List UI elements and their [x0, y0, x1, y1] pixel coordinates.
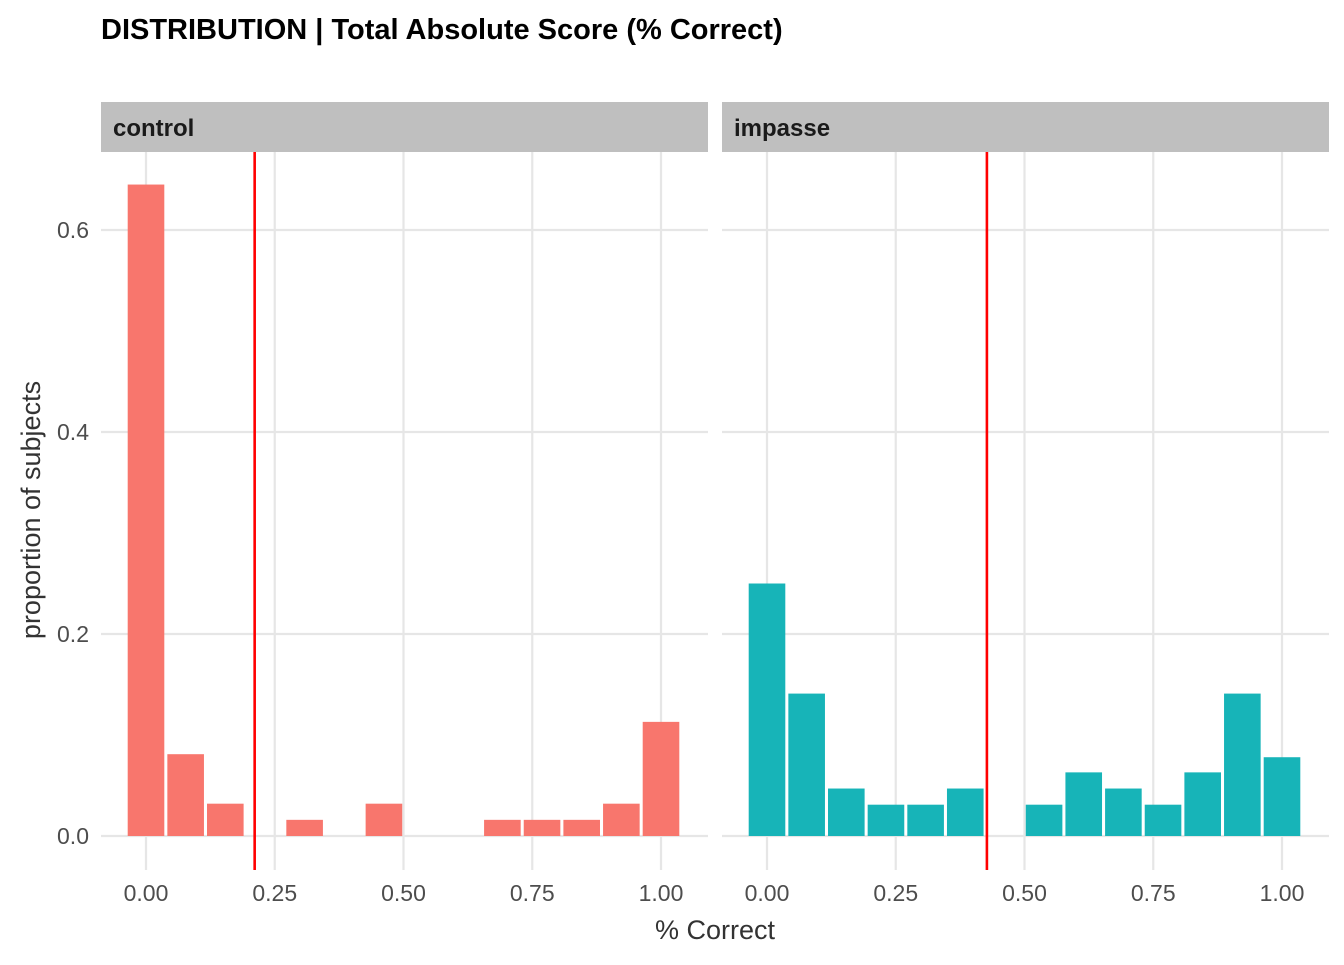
bar-impasse-4 [907, 804, 944, 836]
x-tick-label: 1.00 [639, 880, 684, 906]
x-tick-label: 0.75 [510, 880, 555, 906]
bar-control-6 [523, 819, 561, 836]
strip-label-impasse: impasse [734, 115, 830, 142]
bar-impasse-10 [1184, 772, 1221, 836]
x-tick-label: 0.50 [1002, 880, 1047, 906]
bar-impasse-7 [1065, 772, 1103, 836]
bar-control-4 [365, 803, 403, 836]
bar-control-5 [484, 819, 521, 836]
bar-impasse-5 [946, 788, 984, 836]
x-tick-label: 0.25 [252, 880, 297, 906]
bar-impasse-8 [1105, 788, 1142, 836]
bar-impasse-11 [1224, 693, 1261, 836]
x-tick-label: 1.00 [1260, 880, 1305, 906]
bar-control-1 [167, 754, 204, 836]
strip-label-control: control [113, 115, 194, 142]
y-tick-label: 0.4 [57, 419, 89, 445]
x-tick-label: 0.50 [381, 880, 426, 906]
y-tick-label: 0.0 [57, 823, 89, 849]
bar-impasse-1 [788, 693, 825, 836]
bar-impasse-12 [1263, 757, 1301, 836]
chart-title: DISTRIBUTION | Total Absolute Score (% C… [101, 14, 783, 46]
x-tick-label: 0.00 [124, 880, 169, 906]
bar-control-8 [603, 803, 640, 836]
bar-control-2 [207, 803, 244, 836]
y-tick-label: 0.6 [57, 217, 89, 243]
bar-impasse-0 [748, 583, 786, 836]
bar-impasse-6 [1025, 804, 1063, 836]
strip-background [101, 102, 708, 152]
y-tick-label: 0.2 [57, 621, 89, 647]
x-tick-label: 0.25 [873, 880, 918, 906]
bar-control-9 [642, 721, 680, 836]
bar-control-3 [286, 819, 323, 836]
bar-control-0 [127, 184, 165, 837]
x-axis-label: % Correct [655, 915, 776, 945]
bar-impasse-9 [1144, 804, 1182, 836]
panel-control: control 0.00 0.25 0.50 0.75 1.00 0.0 0.2 0.4 0.6 [57, 102, 708, 906]
y-axis-label: proportion of subjects [16, 381, 46, 639]
bar-impasse-3 [867, 804, 905, 836]
bar-impasse-2 [828, 788, 865, 836]
bar-control-7 [563, 819, 600, 836]
x-tick-label: 0.00 [745, 880, 790, 906]
panel-impasse: impasse 0.00 0.25 0.50 0.75 1.00 [722, 102, 1329, 906]
facet-panels: control 0.00 0.25 0.50 0.75 1.00 0.0 0.2 0.4 0.6 i… [57, 102, 1329, 906]
x-tick-label: 0.75 [1131, 880, 1176, 906]
strip-background [722, 102, 1329, 152]
